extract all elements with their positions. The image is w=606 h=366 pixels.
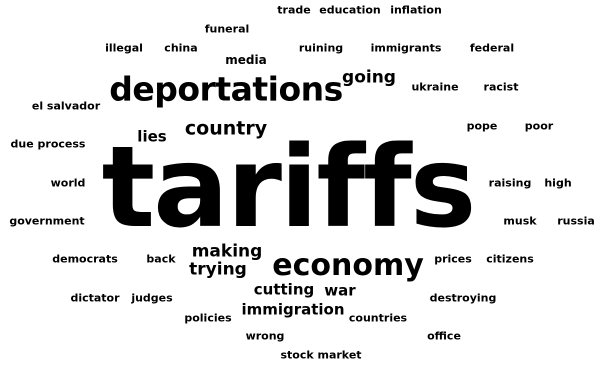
word-prices: prices [434,252,472,266]
word-high: high [544,176,572,190]
word-illegal: illegal [105,41,143,55]
word-cutting: cutting [253,280,315,299]
word-war: war [324,281,356,300]
word-countries: countries [348,311,408,325]
word-media: media [225,53,267,67]
word-tariffs: tariffs [101,123,477,253]
word-funeral: funeral [204,22,250,36]
word-poor: poor [524,119,554,133]
word-inflation: inflation [390,3,442,17]
word-democrats: democrats [52,252,118,266]
word-world: world [50,176,86,190]
word-trying: trying [189,259,247,280]
word-china: china [164,41,198,55]
word-lies: lies [137,127,167,146]
word-dictator: dictator [70,291,120,305]
word-raising: raising [488,176,532,190]
word-stock-market: stock market [280,348,362,362]
word-economy: economy [272,248,424,283]
word-immigrants: immigrants [370,41,442,55]
word-pope: pope [466,119,498,133]
word-judges: judges [131,291,173,305]
word-ruining: ruining [298,41,344,55]
word-policies: policies [184,311,232,325]
word-office: office [427,329,461,343]
word-government: government [9,214,85,228]
word-racist: racist [483,80,519,94]
word-going: going [342,67,396,88]
word-trade: trade [277,3,311,17]
word-back: back [146,252,176,266]
word-ukraine: ukraine [411,80,459,94]
word-destroying: destroying [429,291,497,305]
word-deportations: deportations [109,69,343,109]
word-musk: musk [503,214,537,228]
word-immigration: immigration [241,300,345,319]
word-due-process: due process [10,137,86,151]
word-el-salvador: el salvador [31,99,101,113]
word-education: education [319,3,381,17]
word-citizens: citizens [486,252,534,266]
word-russia: russia [557,214,595,228]
word-making: making [191,241,263,262]
word-federal: federal [469,41,515,55]
word-country: country [184,117,268,140]
word-wrong: wrong [245,329,285,343]
